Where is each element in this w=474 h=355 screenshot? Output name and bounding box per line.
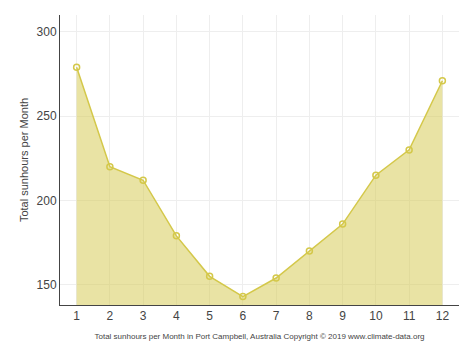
svg-text:5: 5 — [206, 309, 213, 323]
svg-text:11: 11 — [403, 309, 416, 323]
svg-text:200: 200 — [37, 194, 57, 208]
svg-text:3: 3 — [140, 309, 147, 323]
svg-text:250: 250 — [37, 109, 57, 123]
svg-text:2: 2 — [107, 309, 114, 323]
svg-text:12: 12 — [436, 309, 450, 323]
svg-text:1: 1 — [73, 309, 80, 323]
svg-text:8: 8 — [306, 309, 313, 323]
svg-text:Total sunhours per Month in Po: Total sunhours per Month in Port Campbel… — [94, 332, 424, 341]
svg-text:7: 7 — [273, 309, 280, 323]
svg-text:4: 4 — [173, 309, 180, 323]
svg-text:150: 150 — [37, 278, 57, 292]
svg-text:300: 300 — [37, 25, 57, 39]
svg-text:9: 9 — [339, 309, 346, 323]
svg-text:10: 10 — [369, 309, 383, 323]
svg-text:6: 6 — [240, 309, 247, 323]
svg-text:Total sunhours per Month: Total sunhours per Month — [18, 98, 30, 222]
